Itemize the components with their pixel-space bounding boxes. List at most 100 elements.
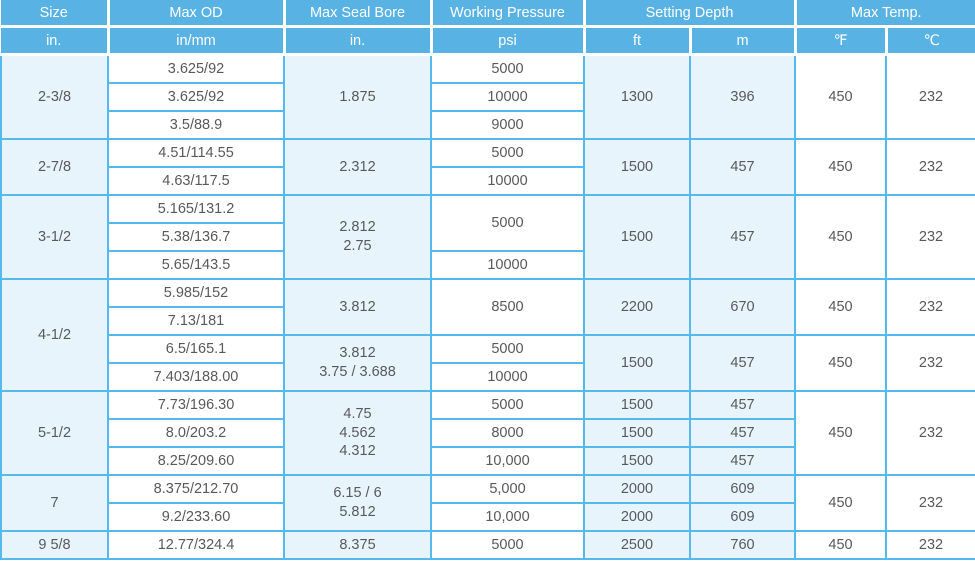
seal-bore-line: 6.15 / 6 xyxy=(333,485,382,502)
depth-m-cell: 396 xyxy=(689,53,796,140)
depth-ft-cell: 1300 xyxy=(583,53,691,140)
depth-m-cell: 457 xyxy=(689,418,796,448)
pressure-cell: 5000 xyxy=(430,390,585,420)
temp-f-cell: 450 xyxy=(794,138,887,196)
pressure-cell: 5000 xyxy=(430,530,585,560)
table-row: 3-1/2 5.165/131.2 2.812 2.75 5000 1500 4… xyxy=(0,194,975,280)
depth-ft-cell: 1500 xyxy=(583,390,691,420)
max-od-cell: 12.77/324.4 xyxy=(107,530,285,560)
col-header-working-pressure: Working Pressure xyxy=(429,0,586,28)
seal-bore-cell: 3.812 xyxy=(283,278,432,336)
depth-m-cell: 457 xyxy=(689,138,796,196)
pressure-cell: 5000 xyxy=(430,53,585,84)
seal-bore-line: 4.562 xyxy=(339,424,376,441)
size-cell: 7 xyxy=(0,474,109,532)
temp-c-cell: 232 xyxy=(885,53,975,140)
size-cell: 4-1/2 xyxy=(0,278,109,392)
depth-ft-cell: 1500 xyxy=(583,446,691,476)
table-row: 2-7/8 4.51/114.55 2.312 5000 1500 457 45… xyxy=(0,138,975,196)
pressure-cell: 9000 xyxy=(430,110,585,140)
seal-bore-line: 2.75 xyxy=(343,238,372,254)
depth-ft-cell: 1500 xyxy=(583,418,691,448)
seal-bore-cell: 2.812 2.75 xyxy=(283,194,432,280)
table-row: 3.5/88.9 9000 xyxy=(1,110,975,140)
depth-ft-cell: 1500 xyxy=(583,194,691,280)
pressure-cell: 5000 xyxy=(430,334,585,364)
col-header-max-temp: Max Temp. xyxy=(793,0,975,28)
depth-ft-cell: 2000 xyxy=(583,502,691,532)
pressure-cell: 5000 xyxy=(430,138,585,168)
max-od-cell: 5.38/136.7 xyxy=(107,222,285,252)
table-row: 8.25/209.60 10,000 1500 457 xyxy=(1,446,975,476)
table-row: 3.625/92 10000 xyxy=(1,82,975,112)
size-cell: 2-3/8 xyxy=(0,53,109,140)
temp-c-cell: 232 xyxy=(885,194,975,280)
seal-bore-line: 2.812 xyxy=(339,219,376,236)
pressure-cell: 8500 xyxy=(430,278,585,336)
size-cell: 3-1/2 xyxy=(0,194,109,280)
max-od-cell: 9.2/233.60 xyxy=(107,502,285,532)
depth-m-cell: 457 xyxy=(689,334,796,392)
depth-ft-cell: 1500 xyxy=(583,334,691,392)
temp-c-cell: 232 xyxy=(885,390,975,476)
max-od-cell: 8.25/209.60 xyxy=(107,446,285,476)
seal-bore-cell: 1.875 xyxy=(283,53,432,140)
table-row: 7 8.375/212.70 6.15 / 6 5.812 5,000 2000… xyxy=(0,474,975,532)
depth-ft-cell: 2200 xyxy=(583,278,691,336)
temp-f-cell: 450 xyxy=(794,334,887,392)
max-od-cell: 3.625/92 xyxy=(107,53,285,84)
temp-f-cell: 450 xyxy=(794,194,887,280)
table-row: 8.0/203.2 8000 1500 457 xyxy=(1,418,975,448)
unit-depth-ft: ft xyxy=(582,25,692,56)
temp-f-cell: 450 xyxy=(794,278,887,336)
max-od-cell: 5.985/152 xyxy=(107,278,285,308)
table-header: Size Max OD Max Seal Bore Working Pressu… xyxy=(1,0,975,56)
depth-m-cell: 457 xyxy=(689,390,796,420)
pressure-cell: 10000 xyxy=(430,82,585,112)
seal-bore-cell: 4.75 4.562 4.312 xyxy=(283,390,432,476)
max-od-cell: 8.375/212.70 xyxy=(107,474,285,504)
max-od-cell: 8.0/203.2 xyxy=(107,418,285,448)
table-row: 6.5/165.1 3.812 3.75 / 3.688 5000 1500 4… xyxy=(1,334,975,392)
temp-f-cell: 450 xyxy=(794,53,887,140)
temp-c-cell: 232 xyxy=(885,278,975,336)
max-od-cell: 5.165/131.2 xyxy=(107,194,285,224)
seal-bore-line: 4.312 xyxy=(339,443,376,460)
temp-c-cell: 232 xyxy=(885,138,975,196)
pressure-cell: 10000 xyxy=(430,166,585,196)
temp-f-cell: 450 xyxy=(794,390,887,476)
table-row: 2-3/8 3.625/92 1.875 5000 1300 396 450 2… xyxy=(0,53,975,140)
size-cell: 2-7/8 xyxy=(0,138,109,196)
pressure-cell: 10000 xyxy=(430,362,585,392)
table-row: 7.13/181 xyxy=(1,306,975,336)
unit-depth-m: m xyxy=(688,25,797,56)
size-cell: 5-1/2 xyxy=(0,390,109,476)
temp-c-cell: 232 xyxy=(885,334,975,392)
depth-m-cell: 457 xyxy=(689,194,796,280)
max-od-cell: 7.73/196.30 xyxy=(107,390,285,420)
depth-m-cell: 457 xyxy=(689,446,796,476)
temp-c-cell: 232 xyxy=(885,530,975,560)
seal-bore-cell: 8.375 xyxy=(283,530,432,560)
table-row: 9.2/233.60 10,000 2000 609 xyxy=(1,502,975,532)
pressure-cell: 10,000 xyxy=(430,446,585,476)
seal-bore-cell: 3.812 3.75 / 3.688 xyxy=(283,334,432,392)
pressure-cell: 10,000 xyxy=(430,502,585,532)
pressure-cell: 8000 xyxy=(430,418,585,448)
max-od-cell: 3.625/92 xyxy=(107,82,285,112)
table-row: 5.38/136.7 xyxy=(1,222,975,252)
temp-f-cell: 450 xyxy=(794,474,887,532)
table-row: 9 5/8 12.77/324.4 8.375 5000 2500 760 45… xyxy=(0,530,975,560)
table-row: 4.63/117.5 10000 xyxy=(1,166,975,196)
seal-bore-line: 3.812 xyxy=(339,345,376,362)
seal-bore-line: 3.75 / 3.688 xyxy=(319,364,396,380)
table-row: 7.403/188.00 10000 xyxy=(1,362,975,392)
max-od-cell: 3.5/88.9 xyxy=(107,110,285,140)
max-od-cell: 7.13/181 xyxy=(107,306,285,336)
table-row: 4-1/2 5.985/152 3.812 8500 2200 670 450 … xyxy=(0,278,975,392)
col-header-setting-depth: Setting Depth xyxy=(582,0,797,28)
seal-bore-cell: 2.312 xyxy=(283,138,432,196)
unit-size: in. xyxy=(1,25,110,56)
max-od-cell: 4.63/117.5 xyxy=(107,166,285,196)
